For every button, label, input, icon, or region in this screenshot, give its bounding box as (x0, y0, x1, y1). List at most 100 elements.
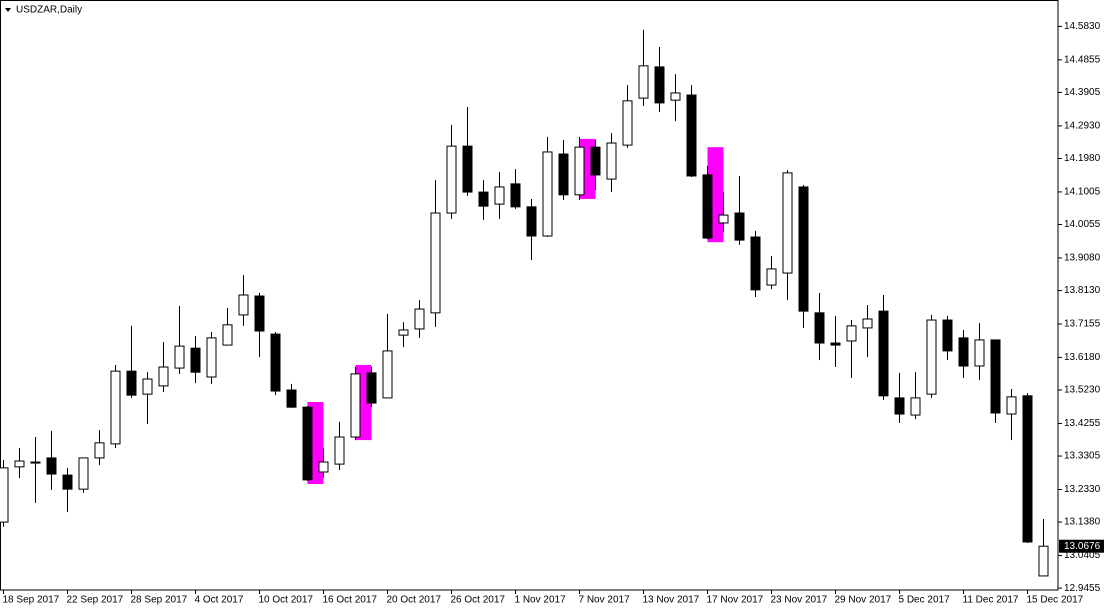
y-tick-label: 13.1380 (1064, 517, 1101, 528)
candle-body (846, 325, 857, 342)
candle-body (174, 345, 185, 369)
candle-body (1022, 395, 1033, 543)
x-tick-label: 11 Dec 2017 (963, 595, 1019, 606)
candle-body (974, 339, 985, 367)
candle-body (206, 337, 217, 378)
candle-body (0, 467, 9, 523)
x-tick-label: 7 Nov 2017 (579, 595, 631, 606)
candle-body (542, 151, 553, 237)
candle-body (78, 457, 89, 490)
candle-body (382, 350, 393, 399)
y-tick-label: 13.8130 (1064, 285, 1101, 296)
candle-body (222, 324, 233, 346)
y-tick-label: 14.0055 (1064, 219, 1101, 230)
x-tick-label: 29 Nov 2017 (835, 595, 892, 606)
candle-body (30, 461, 41, 464)
candle-body (750, 236, 761, 291)
candle-body (254, 295, 265, 332)
candle-body (926, 319, 937, 395)
candle-body (638, 65, 649, 99)
x-tick-label: 13 Nov 2017 (643, 595, 700, 606)
candle-body (366, 372, 377, 404)
x-tick-label: 16 Oct 2017 (323, 595, 378, 606)
candle-body (302, 406, 313, 481)
candle-body (622, 100, 633, 146)
candle-body (94, 442, 105, 459)
candle-body (1038, 545, 1049, 577)
y-tick-label: 14.4855 (1064, 54, 1101, 65)
x-tick-label: 4 Oct 2017 (195, 595, 244, 606)
x-tick-label: 28 Sep 2017 (131, 595, 188, 606)
x-tick-label: 15 Dec 2017 (1027, 595, 1084, 606)
candle-body (478, 191, 489, 207)
y-tick-label: 14.1980 (1064, 153, 1101, 164)
candle-body (46, 457, 57, 475)
candle-body (830, 342, 841, 346)
y-tick-label: 13.2330 (1064, 484, 1101, 495)
y-tick-label: 13.4255 (1064, 418, 1101, 429)
candle-body (718, 214, 729, 224)
y-tick-label: 13.5230 (1064, 385, 1101, 396)
candle-body (798, 186, 809, 312)
y-tick-label: 14.3905 (1064, 87, 1101, 98)
y-tick-label: 14.5830 (1064, 21, 1101, 32)
x-tick-label: 23 Nov 2017 (771, 595, 828, 606)
y-tick-label: 13.3305 (1064, 451, 1101, 462)
y-tick-label: 13.6180 (1064, 352, 1101, 363)
price-tag (1059, 539, 1104, 553)
candle-body (398, 329, 409, 336)
candle-body (494, 186, 505, 205)
candle-body (158, 366, 169, 387)
candle-body (286, 389, 297, 408)
candle-body (590, 146, 601, 176)
x-tick-label: 18 Sep 2017 (3, 595, 60, 606)
y-tick-label: 14.2930 (1064, 121, 1101, 132)
candle-body (430, 212, 441, 314)
candle-body (1006, 396, 1017, 415)
x-tick-label: 5 Dec 2017 (899, 595, 951, 606)
candle-body (62, 474, 73, 490)
candle-body (606, 142, 617, 180)
candle-body (782, 172, 793, 274)
candle-body (110, 370, 121, 445)
menu-triangle[interactable] (5, 8, 11, 12)
candle-body (894, 397, 905, 415)
candle-body (238, 294, 249, 316)
candle-body (574, 146, 585, 196)
y-tick-label: 13.7155 (1064, 319, 1101, 330)
candle-body (446, 145, 457, 214)
candle-body (814, 312, 825, 344)
x-tick-label: 20 Oct 2017 (387, 595, 442, 606)
candle-body (878, 310, 889, 397)
candle-body (734, 212, 745, 241)
candle-body (350, 373, 361, 438)
candle-body (558, 153, 569, 196)
x-tick-label: 17 Nov 2017 (707, 595, 764, 606)
candle-body (766, 268, 777, 286)
candle-body (318, 461, 329, 473)
chart-title: USDZAR,Daily (16, 5, 82, 16)
candle-body (654, 66, 665, 104)
candle-body (670, 92, 681, 101)
candle-body (942, 319, 953, 352)
candle-body (14, 460, 25, 468)
candle-body (702, 174, 713, 239)
x-tick-label: 22 Sep 2017 (67, 595, 124, 606)
plot-frame (0, 0, 1059, 591)
candle-body (510, 183, 521, 208)
candle-body (910, 397, 921, 416)
candle-body (990, 339, 1001, 414)
candle-body (414, 308, 425, 330)
candle-body (462, 145, 473, 193)
candle-body (190, 347, 201, 373)
price-tag-label: 13.0676 (1064, 541, 1101, 552)
candle-body (862, 318, 873, 329)
candle-body (686, 94, 697, 177)
x-tick-label: 10 Oct 2017 (259, 595, 314, 606)
candle-body (270, 333, 281, 392)
candle-body (142, 378, 153, 395)
y-tick-label: 12.9455 (1064, 583, 1101, 594)
candle-body (334, 436, 345, 465)
y-tick-label: 13.9080 (1064, 253, 1101, 264)
